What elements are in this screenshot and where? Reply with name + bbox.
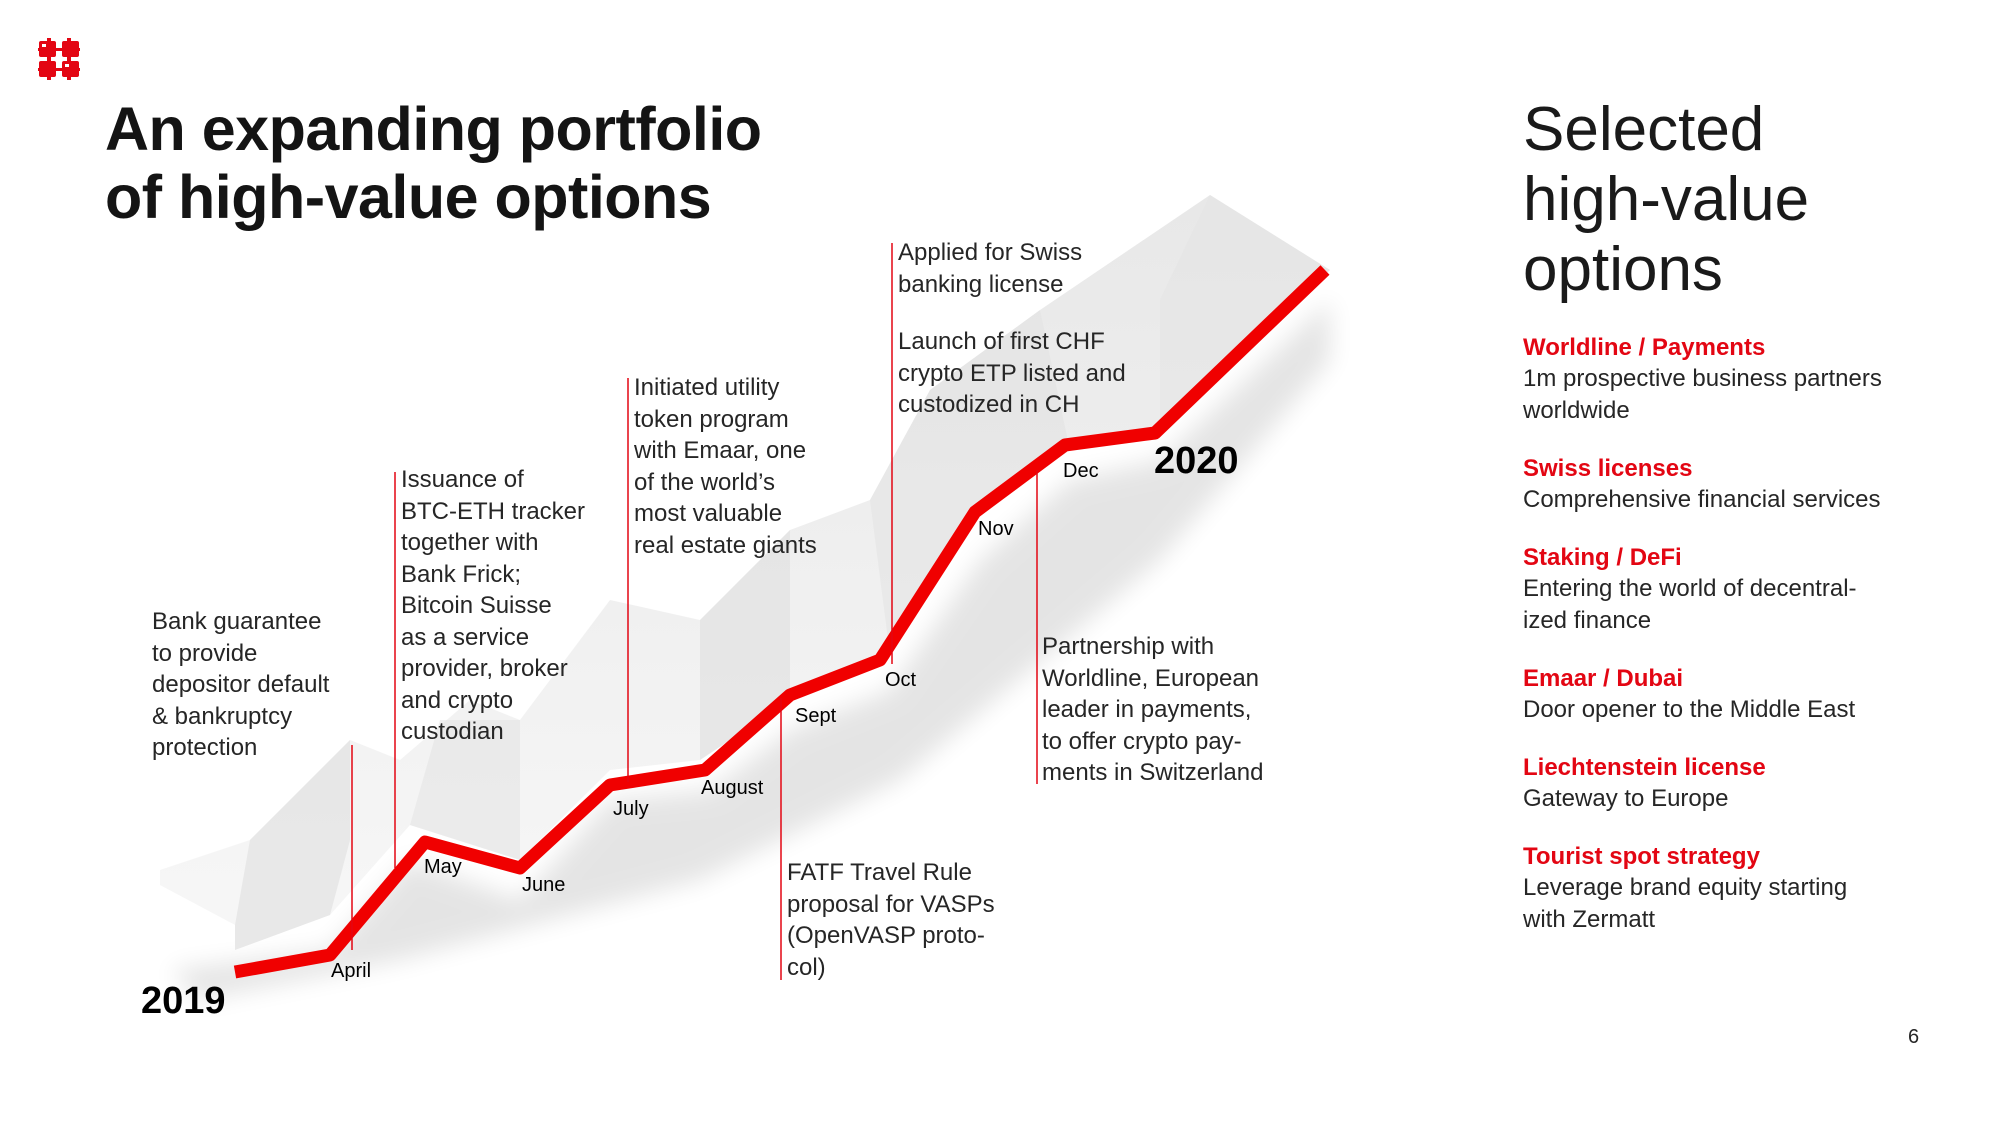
option-desc-line: worldwide <box>1523 397 1630 424</box>
event-note: FATF Travel Rule proposal for VASPs (Ope… <box>787 857 995 983</box>
event-line: crypto ETP listed and <box>898 359 1126 387</box>
event-line: of the world’s <box>634 468 775 496</box>
year-label-end: 2020 <box>1154 440 1239 482</box>
option-desc-line: with Zermatt <box>1523 906 1656 933</box>
event-line: Bitcoin Suisse <box>401 592 552 619</box>
event-note: Applied for Swiss banking license <box>898 237 1082 300</box>
timeline-chart: April May June July August Sept Oct Nov … <box>141 195 1330 1022</box>
event-line: Partnership with <box>1042 633 1215 660</box>
event-line: depositor default <box>152 671 330 698</box>
event-line: ments in Switzerland <box>1042 759 1264 786</box>
event-line: FATF Travel Rule <box>787 859 972 886</box>
option-heading: Tourist spot strategy <box>1523 843 1760 870</box>
option-description: Entering the world of decentral- ized fi… <box>1523 573 1983 637</box>
event-line: token program <box>634 405 789 433</box>
option-heading: Worldline / Payments <box>1523 334 1766 361</box>
event-line: & bankruptcy <box>152 702 293 730</box>
event-line: Bank guarantee <box>152 608 322 635</box>
event-line: proposal for VASPs <box>787 890 995 918</box>
month-label: May <box>424 856 462 878</box>
event-line: protection <box>152 734 258 761</box>
event-line: as a service <box>401 623 530 651</box>
event-line: col) <box>787 953 826 981</box>
sidebar-title: Selected high-value options <box>1523 95 1809 305</box>
event-line: custodian <box>401 718 504 745</box>
option-heading: Emaar / Dubai <box>1523 665 1684 692</box>
month-label: July <box>613 798 649 820</box>
event-line: real estate giants <box>634 531 817 559</box>
event-line: provider, broker <box>401 655 568 682</box>
option-heading: Liechtenstein license <box>1523 754 1766 781</box>
event-note: Partnership with Worldline, European lea… <box>1042 631 1263 789</box>
ribbon-folds-dark <box>700 530 790 760</box>
event-line: together with <box>401 529 539 556</box>
option-item: Worldline / Payments 1m prospective busi… <box>1523 332 1983 427</box>
options-list: Worldline / Payments 1m prospective busi… <box>1523 332 1983 962</box>
event-line: banking license <box>898 270 1064 298</box>
event-line: Applied for Swiss <box>898 239 1083 266</box>
event-line: Worldline, European <box>1042 664 1260 692</box>
event-note: Bank guarantee to provide depositor defa… <box>152 606 329 764</box>
title-line-2: of high-value options <box>105 163 712 231</box>
event-line: Launch of first CHF <box>898 328 1105 355</box>
option-description: Door opener to the Middle East <box>1523 694 1983 726</box>
sidebar-title-line: Selected <box>1523 95 1765 164</box>
month-label: Nov <box>978 518 1014 540</box>
sidebar-title-line: high-value <box>1523 165 1810 234</box>
option-desc-line: Entering the world of decentral- <box>1523 575 1857 602</box>
event-note: Launch of first CHF crypto ETP listed an… <box>898 326 1126 421</box>
event-line: leader in payments, <box>1042 696 1252 723</box>
year-label-start: 2019 <box>141 980 226 1022</box>
event-line: Issuance of <box>401 466 524 493</box>
option-desc-line: 1m prospective business partners <box>1523 365 1882 392</box>
option-item: Staking / DeFi Entering the world of dec… <box>1523 542 1983 637</box>
option-desc-line: Door opener to the Middle East <box>1523 696 1856 723</box>
month-label: August <box>701 777 764 799</box>
event-line: custodized in CH <box>898 391 1080 418</box>
month-label: April <box>331 960 371 982</box>
ribbon-folds-dark <box>1160 195 1330 430</box>
event-line: most valuable <box>634 500 783 527</box>
month-label: Dec <box>1063 460 1099 482</box>
event-line: (OpenVASP proto- <box>787 922 985 949</box>
ribbon-folds-dark <box>870 310 1070 655</box>
growth-line <box>233 265 1330 979</box>
option-desc-line: Gateway to Europe <box>1523 785 1729 812</box>
title-line-1: An expanding portfolio <box>105 95 762 163</box>
option-item: Emaar / Dubai Door opener to the Middle … <box>1523 663 1983 726</box>
month-label: June <box>522 874 565 896</box>
event-line: with Emaar, one <box>634 437 807 464</box>
event-line: Bank Frick; <box>401 560 522 588</box>
option-heading: Swiss licenses <box>1523 455 1693 482</box>
event-line: to provide <box>152 639 258 667</box>
month-label: Oct <box>885 669 917 691</box>
event-note: Issuance of BTC-ETH tracker together wit… <box>401 464 585 748</box>
option-item: Tourist spot strategy Leverage brand equ… <box>1523 841 1983 936</box>
option-item: Swiss licenses Comprehensive financial s… <box>1523 453 1983 516</box>
option-desc-line: ized finance <box>1523 607 1652 634</box>
event-line: BTC-ETH tracker <box>401 497 586 525</box>
month-label: Sept <box>795 705 837 727</box>
company-logo-icon <box>38 38 80 80</box>
option-desc-line: Leverage brand equity starting <box>1523 874 1848 901</box>
option-item: Liechtenstein license Gateway to Europe <box>1523 752 1983 815</box>
page-title: An expanding portfolio of high-value opt… <box>105 95 885 231</box>
event-line: Initiated utility <box>634 374 780 401</box>
option-heading: Staking / DeFi <box>1523 544 1682 571</box>
option-description: Leverage brand equity starting with Zerm… <box>1523 872 1983 936</box>
event-line: and crypto <box>401 686 514 714</box>
option-description: Comprehensive financial services <box>1523 484 1983 516</box>
option-description: Gateway to Europe <box>1523 783 1983 815</box>
ribbon-folds-dark <box>410 720 520 860</box>
ribbon-folds-dark <box>235 740 350 950</box>
sidebar-title-line: options <box>1523 235 1723 304</box>
event-note: Initiated utility token program with Ema… <box>634 372 817 561</box>
page-number: 6 <box>1908 1026 1920 1048</box>
option-description: 1m prospective business partners worldwi… <box>1523 363 1983 427</box>
event-line: to offer crypto pay- <box>1042 727 1242 755</box>
option-desc-line: Comprehensive financial services <box>1523 486 1881 513</box>
